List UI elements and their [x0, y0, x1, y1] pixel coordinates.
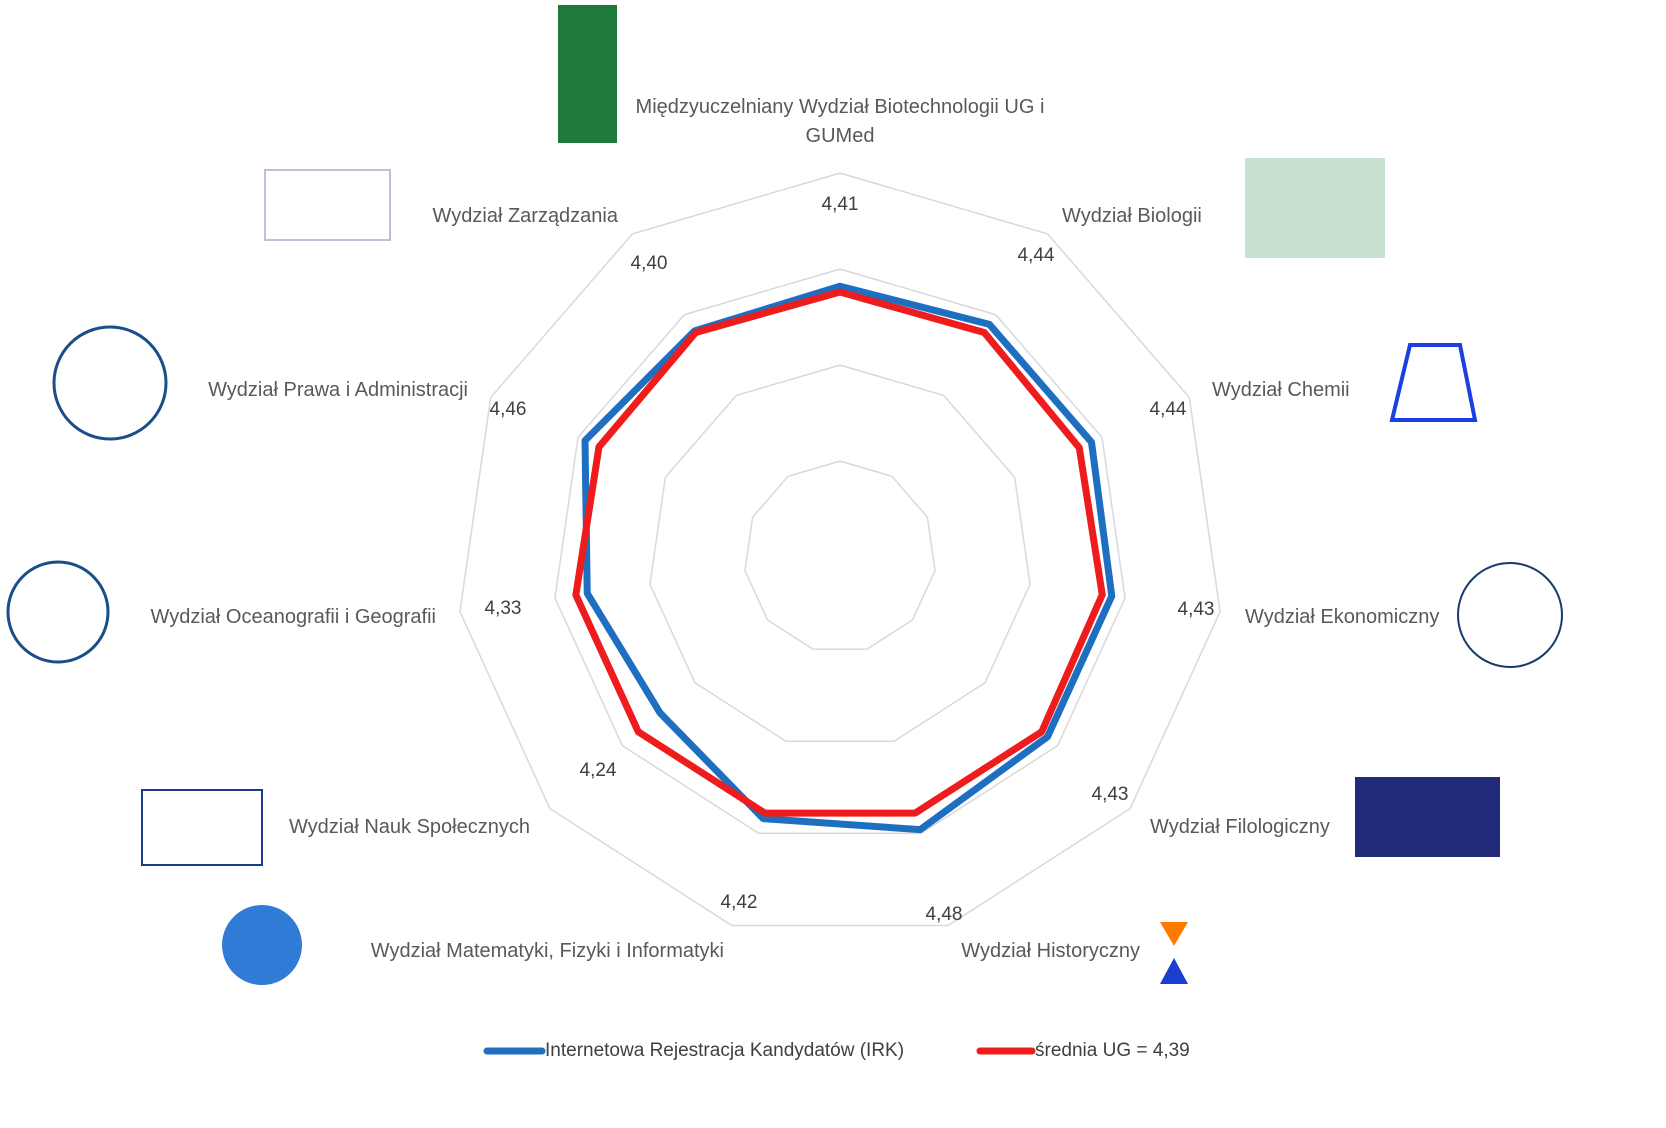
category-label: Wydział Ekonomiczny — [1245, 606, 1440, 628]
logo — [1389, 343, 1478, 422]
category-label: Wydział Filologiczny — [1150, 816, 1330, 838]
logo — [264, 169, 391, 241]
logo — [52, 325, 168, 441]
category-label: Międzyuczelniany Wydział Biotechnologii … — [635, 96, 1045, 147]
value-label: 4,43 — [1178, 599, 1215, 620]
grid-ring — [554, 268, 1126, 835]
value-label: 4,42 — [721, 892, 758, 913]
category-label: Wydział Biologii — [1062, 205, 1202, 227]
value-label: 4,33 — [485, 598, 522, 619]
category-label: Wydział Matematyki, Fizyki i Informatyki — [370, 940, 724, 962]
logo — [1355, 777, 1500, 857]
grid-ring — [459, 172, 1221, 927]
legend-label: średnia UG = 4,39 — [1035, 1040, 1190, 1061]
category-label: Wydział Historyczny — [961, 940, 1140, 962]
value-label: 4,46 — [490, 399, 527, 420]
grid-ring — [649, 364, 1031, 742]
logo — [141, 789, 263, 866]
logo — [222, 905, 302, 985]
value-label: 4,48 — [926, 904, 963, 925]
logo — [1245, 158, 1385, 258]
logo — [558, 5, 617, 143]
category-label: Wydział Prawa i Administracji — [208, 379, 468, 401]
value-label: 4,24 — [580, 760, 617, 781]
category-label: Wydział Chemii — [1212, 379, 1350, 401]
logo — [1160, 958, 1188, 984]
series-line — [572, 288, 1106, 817]
logo — [1160, 922, 1188, 946]
value-label: 4,44 — [1018, 245, 1055, 266]
logo — [1457, 562, 1563, 668]
grid-ring — [744, 460, 936, 650]
value-label: 4,43 — [1092, 784, 1129, 805]
value-label: 4,40 — [631, 253, 668, 274]
category-label: Wydział Oceanografii i Geografii — [150, 606, 437, 628]
value-label: 4,44 — [1150, 399, 1187, 420]
category-label: Wydział Zarządzania — [432, 205, 618, 227]
series-line — [581, 282, 1116, 834]
legend-label: Internetowa Rejestracja Kandydatów (IRK) — [545, 1040, 904, 1061]
value-label: 4,41 — [822, 194, 859, 215]
category-label: Wydział Nauk Społecznych — [288, 816, 530, 838]
logo — [6, 560, 110, 664]
